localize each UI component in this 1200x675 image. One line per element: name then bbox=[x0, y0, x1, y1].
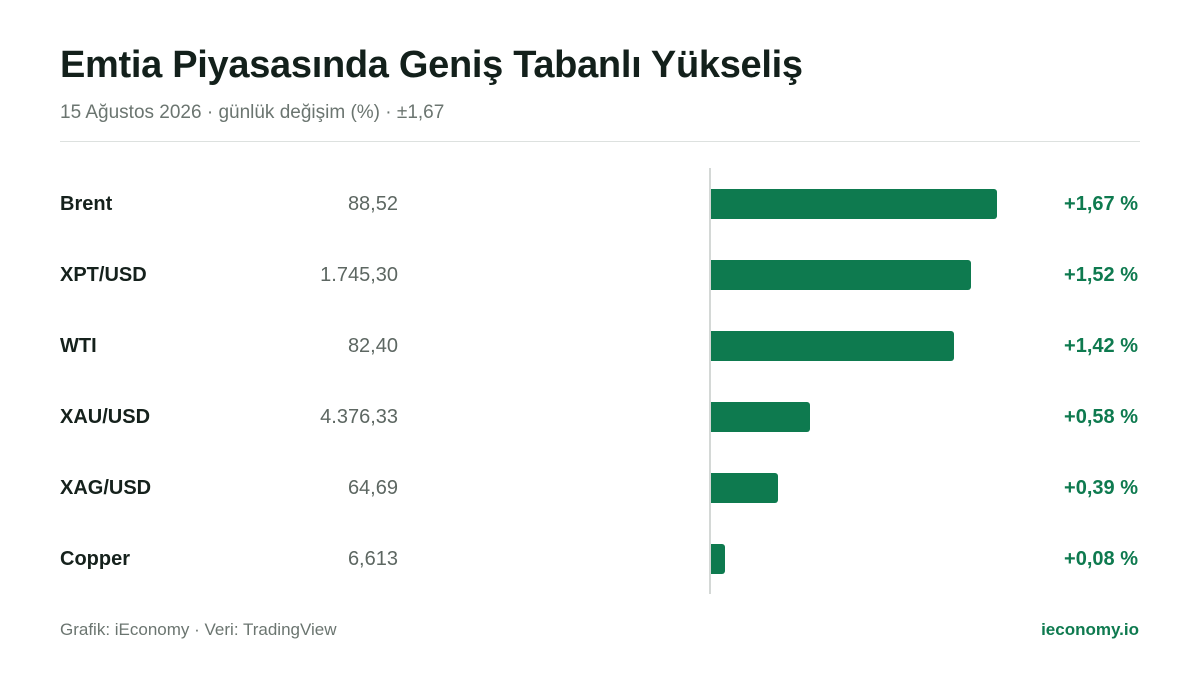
category-label: Brent bbox=[60, 193, 113, 215]
price-value: 6,613 bbox=[347, 548, 398, 570]
category-label: WTI bbox=[60, 335, 97, 357]
chart-title: Emtia Piyasasında Geniş Tabanlı Yükseliş bbox=[60, 44, 803, 86]
change-value-label: +0,08 % bbox=[1064, 548, 1138, 570]
change-bar bbox=[711, 473, 778, 503]
brand-link[interactable]: ieconomy.io bbox=[1041, 620, 1139, 639]
category-label: Copper bbox=[60, 548, 130, 570]
chart-subtitle: 15 Ağustos 2026 · günlük değişim (%) · ±… bbox=[60, 102, 445, 123]
change-bar bbox=[711, 189, 997, 219]
category-label: XAG/USD bbox=[60, 477, 152, 499]
change-value-label: +0,58 % bbox=[1064, 406, 1138, 428]
chart-row: XAG/USD 64,69 +0,39 % bbox=[60, 473, 1140, 503]
change-value-label: +1,52 % bbox=[1064, 264, 1138, 286]
price-value: 1.745,30 bbox=[320, 264, 398, 286]
zero-axis-line bbox=[709, 168, 711, 594]
change-value-label: +1,42 % bbox=[1064, 335, 1138, 357]
chart-row: Brent 88,52 +1,67 % bbox=[60, 189, 1140, 219]
change-bar bbox=[711, 331, 955, 361]
category-label: XPT/USD bbox=[60, 264, 147, 286]
header-divider bbox=[60, 141, 1140, 142]
source-credit: Grafik: iEconomy · Veri: TradingView bbox=[60, 620, 337, 639]
change-value-label: +1,67 % bbox=[1064, 193, 1138, 215]
change-bar bbox=[711, 544, 725, 574]
chart-row: WTI 82,40 +1,42 % bbox=[60, 331, 1140, 361]
chart-row: XAU/USD 4.376,33 +0,58 % bbox=[60, 402, 1140, 432]
change-bar bbox=[711, 402, 811, 432]
price-value: 82,40 bbox=[347, 335, 398, 357]
chart-row: Copper 6,613 +0,08 % bbox=[60, 544, 1140, 574]
chart-row: XPT/USD 1.745,30 +1,52 % bbox=[60, 260, 1140, 290]
category-label: XAU/USD bbox=[60, 406, 151, 428]
price-value: 64,69 bbox=[347, 477, 398, 499]
price-value: 88,52 bbox=[347, 193, 398, 215]
price-value: 4.376,33 bbox=[320, 406, 398, 428]
change-value-label: +0,39 % bbox=[1064, 477, 1138, 499]
change-bar bbox=[711, 260, 972, 290]
